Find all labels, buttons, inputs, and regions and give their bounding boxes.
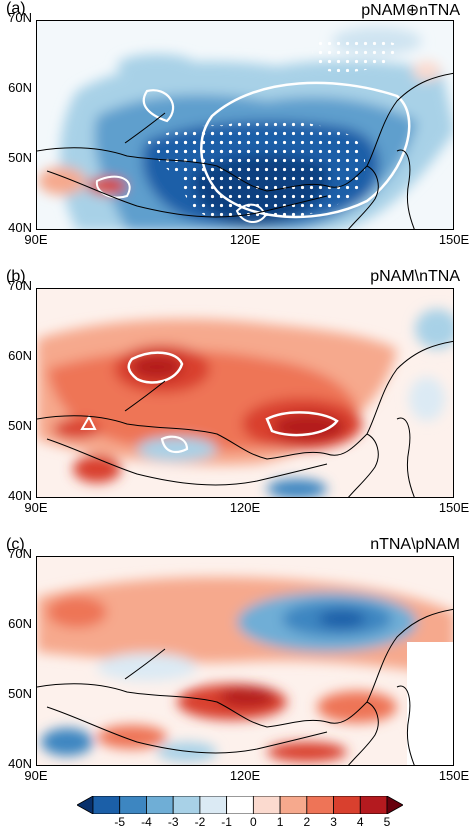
lon-label-150e: 150E <box>438 500 470 515</box>
color-bar-tick-label: -1 <box>221 815 232 829</box>
color-bar-tick-label: -3 <box>167 815 179 829</box>
lat-label-70n: 70N <box>8 546 32 561</box>
color-bar-tick-label: 3 <box>330 815 337 829</box>
anomaly-map <box>37 21 453 229</box>
color-bar-right-triangle <box>386 796 403 814</box>
lon-label-120e: 120E <box>229 768 261 783</box>
color-bar-tick-label: -5 <box>114 815 126 829</box>
lon-label-150e: 150E <box>438 232 470 247</box>
color-bar-segment <box>226 796 254 814</box>
lat-label-70n: 70N <box>8 278 32 293</box>
lon-label-90e: 90E <box>24 500 48 515</box>
lon-label-120e: 120E <box>229 232 261 247</box>
lat-label-40n: 40N <box>8 488 32 503</box>
lon-label-90e: 90E <box>24 768 48 783</box>
lat-label-60n: 60N <box>8 80 32 95</box>
color-bar-tick-label: 5 <box>383 815 391 829</box>
lon-label-150e: 150E <box>438 768 470 783</box>
color-bar-left-triangle <box>77 796 94 814</box>
lat-label-60n: 60N <box>8 616 32 631</box>
anomaly-map <box>37 289 453 497</box>
color-bar-tick-label: -2 <box>194 815 206 829</box>
color-bar-segment <box>146 796 174 814</box>
color-bar-segment <box>279 796 308 814</box>
color-bar-segment <box>252 796 281 814</box>
color-bar-segment <box>119 796 147 814</box>
map-frame <box>36 556 454 766</box>
map-frame <box>36 288 454 498</box>
lat-label-40n: 40N <box>8 756 32 771</box>
panel-label: (c) <box>6 536 25 553</box>
color-bar-segment <box>359 796 388 814</box>
color-bar-tick-label: -4 <box>141 815 152 829</box>
lat-label-50n: 50N <box>8 686 32 701</box>
panel-label: (b) <box>6 268 26 285</box>
color-bar-tick-label: 1 <box>276 815 284 829</box>
anomaly-map <box>37 557 453 765</box>
lon-label-90e: 90E <box>24 232 48 247</box>
lat-label-60n: 60N <box>8 348 32 363</box>
color-bar-segment <box>172 796 201 814</box>
panel-title: nTNA\pNAM <box>370 536 460 553</box>
color-bar-segment <box>306 796 334 814</box>
lat-label-50n: 50N <box>8 150 32 165</box>
color-bar-tick-label: 4 <box>356 815 364 829</box>
lat-label-50n: 50N <box>8 418 32 433</box>
color-bar-tick-label: 0 <box>250 815 257 829</box>
color-bar-segment <box>333 796 361 814</box>
color-bar-segment <box>199 796 228 814</box>
map-frame <box>36 20 454 230</box>
panel-label: (a) <box>6 0 26 17</box>
color-bar-segment <box>92 796 121 814</box>
panel-title: pNAM\nTNA <box>370 268 460 285</box>
color-bar-tick-label: 2 <box>303 815 311 829</box>
panel-title: pNAM⊕nTNA <box>361 2 460 19</box>
lon-label-120e: 120E <box>229 500 261 515</box>
lat-label-40n: 40N <box>8 220 32 235</box>
color-bar <box>77 796 403 814</box>
lat-label-70n: 70N <box>8 10 32 25</box>
